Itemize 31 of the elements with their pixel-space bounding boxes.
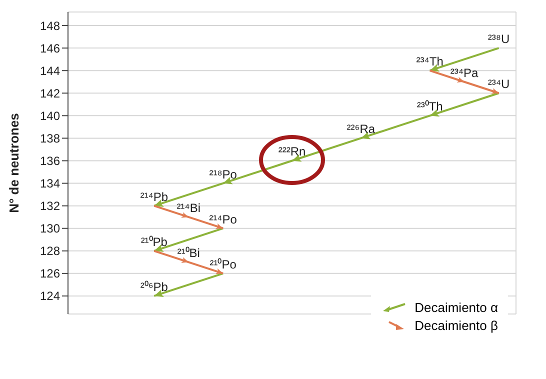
y-tick-label: 138 bbox=[40, 131, 60, 146]
y-tick-label: 128 bbox=[40, 244, 60, 258]
y-tick-label: 148 bbox=[40, 18, 60, 33]
annotation: ²¹⁴Pb bbox=[140, 190, 168, 204]
annotation: ²¹⁴Bi bbox=[176, 201, 201, 216]
y-tick-label: 130 bbox=[40, 222, 60, 236]
annotation: ²⁰⁶Pb bbox=[140, 280, 168, 294]
y-tick-label: 134 bbox=[40, 176, 60, 191]
annotation: ²³⁸U bbox=[488, 32, 510, 46]
annotation: ²³⁰Th bbox=[416, 100, 443, 114]
y-tick-label: 132 bbox=[40, 199, 60, 214]
y-tick-label: 140 bbox=[40, 108, 60, 123]
legend-label: Decaimiento α bbox=[414, 300, 498, 314]
annotation: ²³⁴Pa bbox=[450, 66, 479, 80]
annotation: ²¹⁴Po bbox=[209, 212, 238, 226]
y-tick-label: 124 bbox=[40, 289, 60, 304]
annotation: ²¹⁰Po bbox=[210, 257, 237, 272]
annotation: ²³⁴Th bbox=[416, 54, 444, 69]
annotation: ²¹⁰Bi bbox=[177, 246, 200, 260]
y-tick-label: 146 bbox=[40, 41, 60, 56]
annotation: ²¹⁸Po bbox=[209, 167, 238, 182]
y-tick-label: 136 bbox=[40, 154, 60, 168]
annotation: ²²²Rn bbox=[278, 144, 306, 159]
legend-label: Decaimiento β bbox=[414, 318, 498, 332]
y-tick-label: 126 bbox=[40, 266, 60, 281]
annotation: ²³⁴U bbox=[488, 77, 510, 92]
y-tick-label: 144 bbox=[40, 64, 60, 78]
y-axis-title: N° de neutrones bbox=[6, 113, 22, 213]
y-tick-label: 142 bbox=[40, 86, 60, 100]
annotation: ²¹⁰Pb bbox=[140, 234, 168, 249]
annotation: ²²⁶Ra bbox=[346, 122, 376, 136]
